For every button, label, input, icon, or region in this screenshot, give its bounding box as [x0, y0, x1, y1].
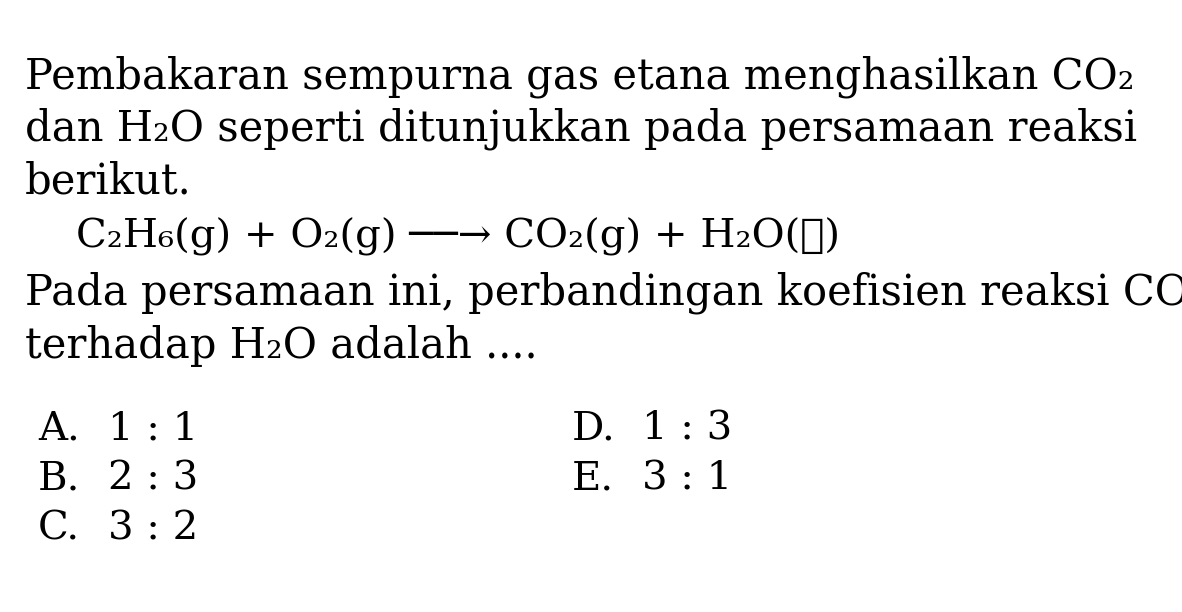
Text: C₂H₆(g) + O₂(g) ──→ CO₂(g) + H₂O(ℓ): C₂H₆(g) + O₂(g) ──→ CO₂(g) + H₂O(ℓ) [25, 218, 840, 256]
Text: C.: C. [38, 510, 80, 547]
Text: 3 : 1: 3 : 1 [642, 460, 733, 497]
Text: dan H₂O seperti ditunjukkan pada persamaan reaksi: dan H₂O seperti ditunjukkan pada persama… [25, 108, 1137, 151]
Text: D.: D. [572, 410, 616, 447]
Text: 2 : 3: 2 : 3 [108, 460, 199, 497]
Text: Pembakaran sempurna gas etana menghasilkan CO₂: Pembakaran sempurna gas etana menghasilk… [25, 55, 1135, 97]
Text: berikut.: berikut. [25, 161, 191, 203]
Text: 1 : 3: 1 : 3 [642, 410, 733, 447]
Text: 1 : 1: 1 : 1 [108, 410, 199, 447]
Text: B.: B. [38, 460, 80, 497]
Text: terhadap H₂O adalah ....: terhadap H₂O adalah .... [25, 325, 538, 367]
Text: Pada persamaan ini, perbandingan koefisien reaksi CO₂: Pada persamaan ini, perbandingan koefisi… [25, 272, 1182, 315]
Text: 3 : 2: 3 : 2 [108, 510, 199, 547]
Text: E.: E. [572, 460, 615, 497]
Text: A.: A. [38, 410, 79, 447]
